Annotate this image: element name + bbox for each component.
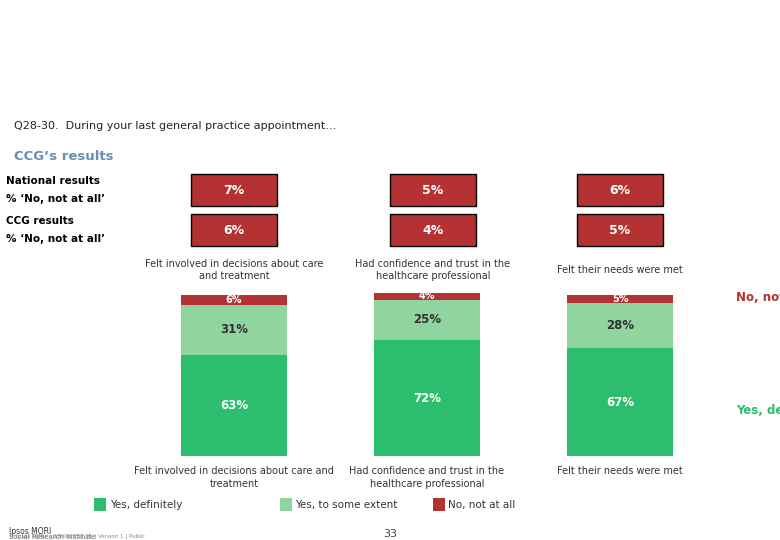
Text: 31%: 31% [220, 323, 248, 336]
Text: No, not at all: No, not at all [736, 291, 780, 303]
Text: 25%: 25% [413, 313, 441, 326]
Text: Yes, to some extent: Yes, to some extent [296, 500, 398, 510]
Text: Felt their needs were met: Felt their needs were met [558, 466, 683, 476]
Text: Q28-30.  During your last general practice appointment…: Q28-30. During your last general practic… [14, 121, 336, 131]
Text: CCG’s results: CCG’s results [14, 150, 114, 163]
Text: 4%: 4% [422, 224, 444, 237]
Bar [374, 293, 480, 300]
Text: 4%: 4% [419, 292, 435, 301]
Text: Had confidence and trust in the
healthcare professional: Had confidence and trust in the healthca… [356, 259, 510, 281]
Text: 63%: 63% [220, 399, 248, 412]
Text: 5%: 5% [422, 184, 444, 197]
Bar [374, 300, 480, 340]
Text: 72%: 72% [413, 392, 441, 404]
Bar [374, 340, 480, 456]
Text: Yes, definitely: Yes, definitely [736, 404, 780, 417]
Text: No, not at all: No, not at all [448, 500, 516, 510]
Text: 7%: 7% [223, 184, 245, 197]
Bar [433, 498, 445, 511]
Bar [181, 355, 287, 456]
Text: 6%: 6% [223, 224, 245, 237]
Text: Had confidence and trust in the
healthcare professional: Had confidence and trust in the healthca… [349, 466, 505, 489]
Text: % ‘No, not at all’: % ‘No, not at all’ [6, 234, 105, 244]
FancyBboxPatch shape [577, 214, 663, 246]
Text: CCG results: CCG results [6, 216, 74, 226]
FancyBboxPatch shape [191, 174, 277, 206]
FancyBboxPatch shape [191, 214, 277, 246]
Bar [94, 498, 106, 511]
Text: Perceptions of care at patients’ last appointment with a
healthcare professional: Perceptions of care at patients’ last ap… [14, 31, 565, 75]
Text: 67%: 67% [606, 396, 634, 409]
Bar [567, 303, 673, 348]
FancyBboxPatch shape [577, 174, 663, 206]
Text: 6%: 6% [609, 184, 631, 197]
FancyBboxPatch shape [390, 214, 476, 246]
Text: 33: 33 [383, 529, 397, 539]
Text: Social Research Institute: Social Research Institute [9, 534, 96, 540]
Bar [181, 305, 287, 355]
Text: Base: All who had an appointment since being registered with current GP practice: Base: All who had an appointment since b… [9, 514, 528, 528]
Text: % ‘No, not at all’: % ‘No, not at all’ [6, 194, 105, 204]
FancyBboxPatch shape [390, 174, 476, 206]
Text: 5%: 5% [612, 294, 629, 304]
Text: 5%: 5% [609, 224, 631, 237]
Text: Yes, definitely: Yes, definitely [110, 500, 182, 510]
Text: Felt their needs were met: Felt their needs were met [557, 265, 683, 275]
Bar [567, 295, 673, 303]
Text: 28%: 28% [606, 319, 634, 332]
Bar [567, 348, 673, 456]
Text: © Ipsos MORI    18-042853-01 | Version 1 | Public: © Ipsos MORI 18-042853-01 | Version 1 | … [9, 534, 146, 540]
Bar [181, 295, 287, 305]
Bar [280, 498, 292, 511]
Text: Felt involved in decisions about care and
treatment: Felt involved in decisions about care an… [134, 466, 334, 489]
Text: 6%: 6% [225, 295, 242, 305]
Text: Ipsos MORI: Ipsos MORI [9, 526, 51, 536]
Text: National results: National results [6, 176, 101, 186]
Text: Felt involved in decisions about care
and treatment: Felt involved in decisions about care an… [145, 259, 323, 281]
